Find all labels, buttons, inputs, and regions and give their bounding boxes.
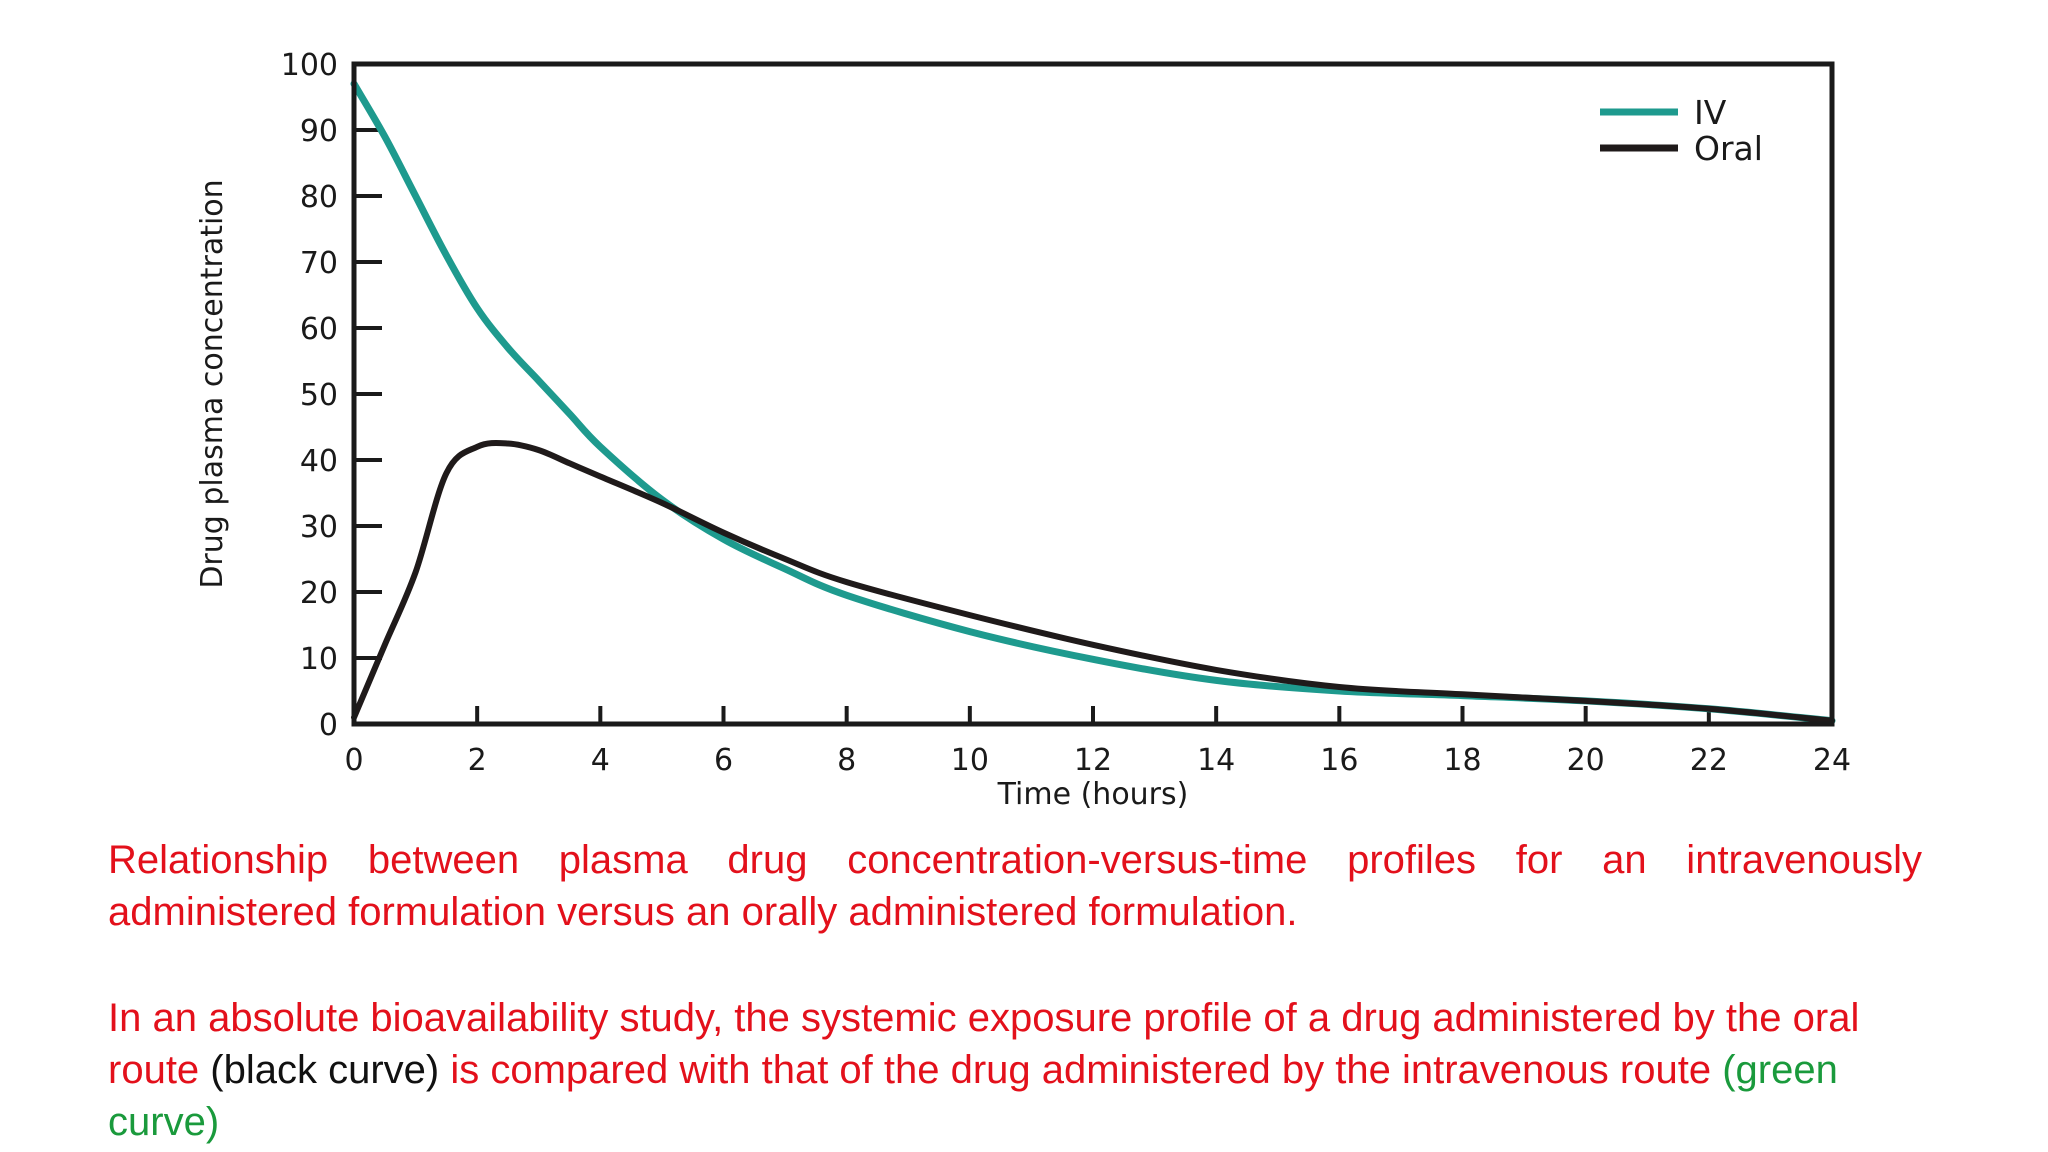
x-tick-label: 2 — [468, 743, 487, 778]
y-tick-label: 90 — [300, 114, 338, 149]
x-tick-label: 22 — [1690, 743, 1728, 778]
y-tick-label: 30 — [300, 510, 338, 545]
y-tick-label: 0 — [319, 708, 338, 743]
x-tick-label: 12 — [1074, 743, 1112, 778]
black-curve-note: (black curve) — [210, 1048, 440, 1092]
caption-text-part-2: is compared with that of the drug admini… — [439, 1048, 1723, 1092]
y-tick-label: 20 — [300, 576, 338, 611]
y-tick-label: 80 — [300, 180, 338, 215]
x-tick-label: 14 — [1197, 743, 1235, 778]
legend-label-iv: IV — [1694, 93, 1727, 132]
x-tick-label: 10 — [951, 743, 989, 778]
x-tick-label: 24 — [1813, 743, 1851, 778]
series-layer — [350, 80, 1836, 725]
legend-label-oral: Oral — [1694, 129, 1763, 168]
series-line-oral — [351, 439, 1835, 724]
y-tick-label: 70 — [300, 246, 338, 281]
x-tick-label: 20 — [1567, 743, 1605, 778]
y-tick-label: 50 — [300, 378, 338, 413]
y-tick-label: 10 — [300, 642, 338, 677]
x-tick-label: 4 — [591, 743, 610, 778]
y-axis-ticks: 0 10 20 30 40 50 60 70 80 90 100 — [281, 48, 382, 743]
x-tick-label: 0 — [344, 743, 363, 778]
y-tick-label: 40 — [300, 444, 338, 479]
x-axis-label: Time (hours) — [997, 777, 1189, 812]
caption-text-part-1: In an absolute bioavailability study, th… — [108, 996, 1860, 1092]
x-axis-ticks: 0 2 4 6 8 10 12 14 16 18 20 22 24 — [344, 706, 1851, 778]
green-curve-note: (green curve) — [108, 1048, 1838, 1144]
y-tick-label: 60 — [300, 312, 338, 347]
x-tick-label: 6 — [714, 743, 733, 778]
y-tick-label: 100 — [281, 48, 338, 83]
plot-frame — [351, 61, 1835, 727]
x-tick-label: 18 — [1443, 743, 1481, 778]
x-tick-label: 8 — [837, 743, 856, 778]
caption-paragraph-1: Relationship between plasma drug concent… — [108, 838, 1922, 934]
x-tick-label: 16 — [1320, 743, 1358, 778]
y-axis-label: Drug plasma concentration — [195, 179, 230, 588]
caption-paragraph-2: In an absolute bioavailability study, th… — [108, 992, 1922, 1148]
series-line-iv — [350, 80, 1836, 725]
